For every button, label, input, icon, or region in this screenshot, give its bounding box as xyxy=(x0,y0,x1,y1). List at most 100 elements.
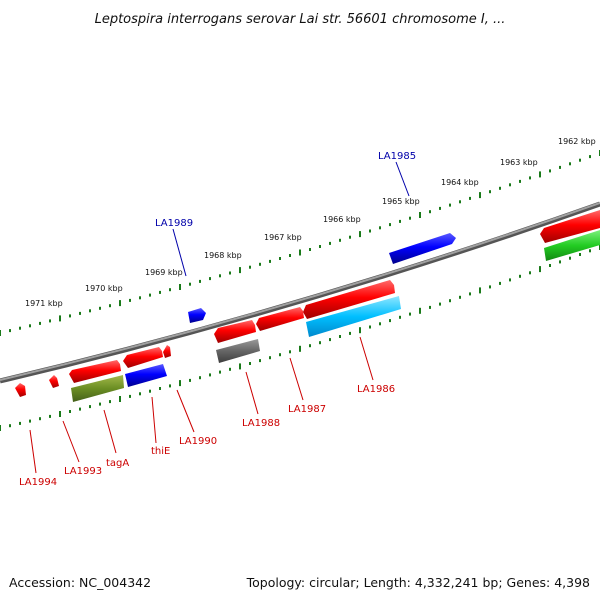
minor-tick xyxy=(579,253,581,256)
upper-tick-row xyxy=(0,150,600,336)
major-tick xyxy=(419,307,421,314)
gene-arrow-tagA[interactable] xyxy=(71,375,124,402)
gene-arrow-small-red[interactable] xyxy=(49,375,59,388)
gene-arrow-la1993[interactable] xyxy=(69,360,121,383)
gene-arrow-la1988[interactable] xyxy=(214,320,256,343)
minor-tick xyxy=(159,387,161,390)
minor-tick xyxy=(269,259,271,263)
minor-tick xyxy=(99,306,101,310)
kbp-label: 1971 kbp xyxy=(25,299,63,308)
kbp-label: 1965 kbp xyxy=(382,197,420,206)
minor-tick xyxy=(69,314,71,318)
kbp-label: 1963 kbp xyxy=(500,158,538,167)
minor-tick xyxy=(569,256,571,260)
minor-tick xyxy=(109,304,111,308)
gene-arrow-right-green[interactable] xyxy=(544,230,600,261)
minor-tick xyxy=(439,302,441,306)
minor-tick xyxy=(389,223,391,227)
minor-tick xyxy=(369,325,371,329)
minor-tick xyxy=(229,271,231,275)
minor-tick xyxy=(249,265,251,269)
minor-tick xyxy=(289,350,291,354)
minor-tick xyxy=(79,407,81,411)
gene-label[interactable]: LA1988 xyxy=(242,418,280,429)
gene-label[interactable]: LA1987 xyxy=(288,404,326,415)
minor-tick xyxy=(269,356,271,360)
minor-tick xyxy=(469,292,471,296)
gene-label[interactable]: LA1989 xyxy=(155,218,193,229)
major-tick xyxy=(359,327,361,334)
minor-tick xyxy=(29,324,31,328)
minor-tick xyxy=(529,271,531,275)
minor-tick xyxy=(449,203,451,207)
gene-arrow-la1987[interactable] xyxy=(256,307,304,331)
minor-tick xyxy=(279,257,281,260)
gene-label[interactable]: LA1990 xyxy=(179,436,217,447)
label-leaders xyxy=(29,161,410,474)
minor-tick xyxy=(529,176,531,180)
minor-tick xyxy=(219,370,221,374)
gene-label[interactable]: tagA xyxy=(106,458,129,469)
gene-arrow-la1985[interactable] xyxy=(389,233,456,264)
gene-arrow-la1990[interactable] xyxy=(123,347,163,368)
gene-label[interactable]: LA1985 xyxy=(378,151,416,162)
minor-tick xyxy=(429,210,431,214)
accession-text: Accession: NC_004342 xyxy=(9,575,151,590)
lower-tick-row xyxy=(0,244,600,431)
gene-arrow-thiE[interactable] xyxy=(125,364,167,387)
minor-tick xyxy=(309,344,311,348)
major-tick xyxy=(419,212,421,218)
kbp-label: 1962 kbp xyxy=(558,137,596,146)
gene-label[interactable]: thiE xyxy=(151,446,170,457)
minor-tick xyxy=(89,405,91,409)
gene-label[interactable]: LA1986 xyxy=(357,384,395,395)
gene-arrow-la1986-cyan[interactable] xyxy=(306,296,401,337)
minor-tick xyxy=(199,376,201,380)
kbp-label: 1970 kbp xyxy=(85,284,123,293)
minor-tick xyxy=(209,373,211,377)
minor-tick xyxy=(259,262,261,266)
minor-tick xyxy=(439,206,441,210)
minor-tick xyxy=(189,378,191,382)
major-tick xyxy=(539,266,541,273)
minor-tick xyxy=(579,158,581,162)
minor-tick xyxy=(509,183,511,187)
kbp-label: 1969 kbp xyxy=(145,268,183,277)
minor-tick xyxy=(249,362,251,365)
major-tick xyxy=(479,192,481,199)
minor-tick xyxy=(409,312,411,316)
gene-label[interactable]: LA1994 xyxy=(19,477,57,488)
kbp-labels: 1971 kbp 1970 kbp 1969 kbp 1968 kbp 1967… xyxy=(25,137,596,308)
gene-arrow-la1986[interactable] xyxy=(303,280,395,319)
minor-tick xyxy=(19,421,21,425)
minor-tick xyxy=(79,311,81,315)
minor-tick xyxy=(569,162,571,166)
minor-tick xyxy=(39,417,41,421)
major-tick xyxy=(479,287,481,294)
minor-tick xyxy=(129,394,131,398)
minor-tick xyxy=(319,341,321,345)
minor-tick xyxy=(409,216,411,220)
gene-arrow-la1989[interactable] xyxy=(188,308,206,323)
minor-tick xyxy=(159,290,161,294)
major-tick xyxy=(119,300,121,307)
minor-tick xyxy=(459,295,461,299)
minor-tick xyxy=(169,288,171,292)
major-tick xyxy=(239,363,241,370)
minor-tick xyxy=(449,299,451,303)
minor-tick xyxy=(559,260,561,264)
gene-arrow-small-red[interactable] xyxy=(163,345,171,358)
minor-tick xyxy=(509,278,511,282)
minor-tick xyxy=(459,200,461,204)
minor-tick xyxy=(149,293,151,297)
major-tick xyxy=(59,411,61,417)
minor-tick xyxy=(219,274,221,278)
minor-tick xyxy=(49,414,51,418)
kbp-label: 1968 kbp xyxy=(204,251,242,260)
gene-arrow-la1988-gray[interactable] xyxy=(216,339,260,363)
gene-label[interactable]: LA1993 xyxy=(64,466,102,477)
gene-arrow-small-red[interactable] xyxy=(15,383,26,397)
minor-tick xyxy=(349,235,351,239)
gene-arrow-right-red[interactable] xyxy=(540,210,600,243)
